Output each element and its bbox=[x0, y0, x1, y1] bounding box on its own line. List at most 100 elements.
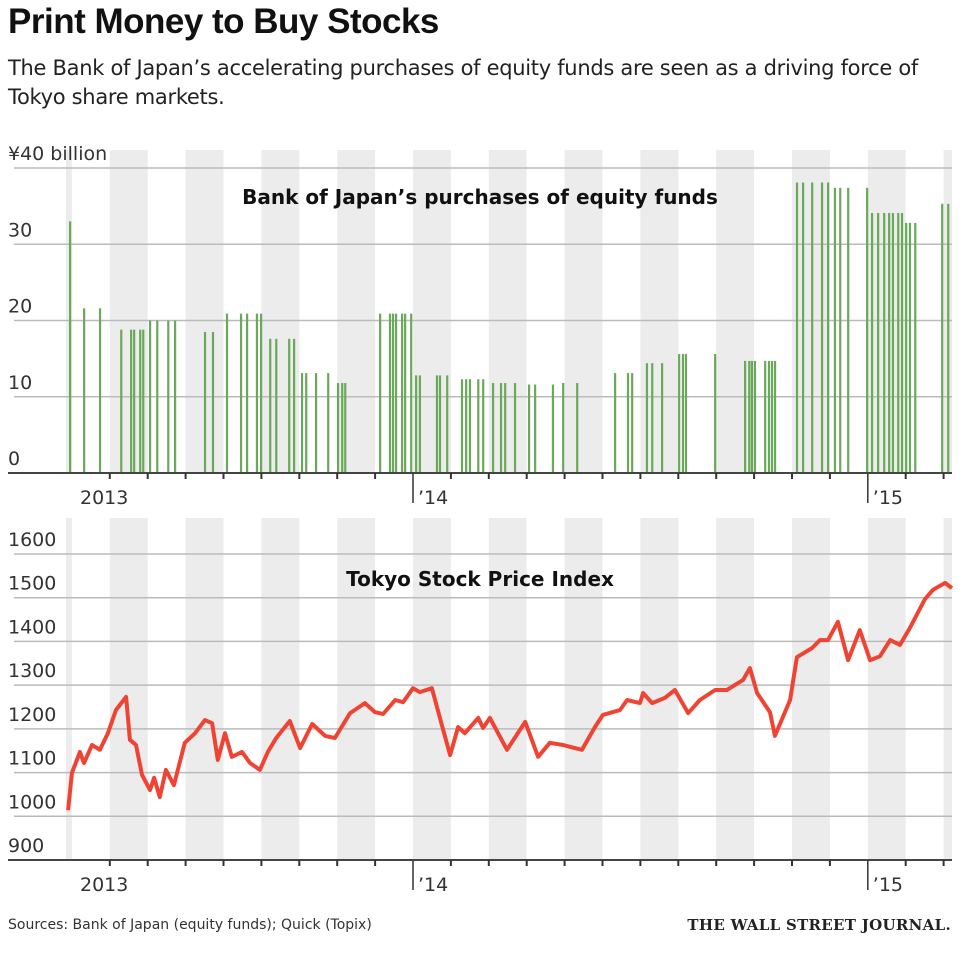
y-tick-label: 900 bbox=[8, 835, 44, 857]
y-tick-label: 1000 bbox=[8, 791, 56, 813]
purchase-bar bbox=[460, 379, 464, 473]
purchase-bar bbox=[614, 373, 617, 473]
month-band bbox=[640, 518, 679, 860]
purchase-bar bbox=[744, 360, 747, 473]
purchase-bar bbox=[133, 329, 136, 473]
purchase-bar bbox=[211, 331, 215, 473]
month-band bbox=[867, 518, 906, 860]
purchase-bar bbox=[905, 222, 908, 473]
purchase-bar bbox=[748, 360, 751, 473]
purchase-bar bbox=[435, 375, 439, 473]
purchase-bar bbox=[513, 383, 517, 473]
purchase-bar bbox=[292, 338, 296, 473]
purchase-bar bbox=[827, 182, 830, 474]
purchase-bar bbox=[336, 383, 340, 473]
purchase-bar bbox=[288, 338, 291, 473]
purchase-bar bbox=[255, 313, 259, 473]
topix-line bbox=[66, 580, 954, 811]
month-band bbox=[109, 150, 148, 473]
purchase-bar bbox=[142, 329, 145, 473]
y-tick-label: 1200 bbox=[8, 704, 56, 726]
equity-purchase-bars bbox=[69, 182, 950, 474]
purchase-bar bbox=[465, 379, 468, 473]
purchase-bar bbox=[314, 373, 318, 473]
purchase-bar bbox=[156, 320, 159, 473]
purchase-bar bbox=[753, 360, 757, 473]
purchase-bar bbox=[773, 360, 777, 473]
purchase-bar bbox=[661, 363, 664, 473]
purchase-bar bbox=[795, 182, 799, 474]
purchase-bar bbox=[341, 383, 344, 473]
purchase-bar bbox=[866, 187, 869, 473]
x-tick-label: ’14 bbox=[418, 874, 448, 896]
purchase-bar bbox=[883, 212, 886, 474]
purchase-bar bbox=[914, 222, 917, 473]
purchase-bar bbox=[562, 383, 565, 473]
purchase-bar bbox=[847, 187, 850, 473]
month-band bbox=[261, 518, 300, 860]
purchase-bar bbox=[631, 373, 634, 473]
month-band bbox=[66, 150, 72, 473]
purchase-bar bbox=[388, 313, 392, 473]
y-tick-label: 1100 bbox=[8, 748, 56, 770]
purchase-bar bbox=[139, 329, 142, 473]
purchase-bar bbox=[225, 313, 229, 473]
purchase-bar bbox=[908, 222, 912, 473]
month-band bbox=[792, 518, 830, 860]
purchase-bar bbox=[839, 187, 842, 473]
purchase-bar bbox=[269, 338, 272, 473]
purchase-bar bbox=[477, 379, 480, 473]
month-band bbox=[109, 518, 148, 860]
purchase-bar bbox=[891, 212, 895, 474]
month-band bbox=[66, 518, 72, 860]
purchase-bar bbox=[888, 212, 891, 474]
y-tick-label: 1300 bbox=[8, 660, 56, 682]
purchase-bar bbox=[468, 379, 472, 473]
purchase-bar bbox=[491, 383, 495, 473]
month-band bbox=[337, 150, 376, 473]
month-band bbox=[261, 150, 300, 473]
month-band bbox=[564, 518, 603, 860]
purchase-bar bbox=[811, 182, 814, 474]
purchase-bar bbox=[534, 384, 537, 473]
x-tick-label: ’14 bbox=[418, 487, 448, 509]
line-chart-title: Tokyo Stock Price Index bbox=[346, 567, 614, 591]
y-tick-label: 20 bbox=[8, 296, 32, 318]
purchase-bar bbox=[651, 363, 654, 473]
purchase-bar bbox=[947, 203, 950, 473]
purchase-bar bbox=[98, 308, 102, 473]
purchase-bar bbox=[714, 354, 717, 473]
purchase-bar bbox=[130, 329, 133, 473]
gridlines bbox=[14, 167, 952, 818]
purchase-bar bbox=[148, 320, 152, 473]
purchase-bar bbox=[438, 375, 442, 473]
purchase-bar bbox=[300, 373, 304, 473]
purchase-bar bbox=[173, 320, 177, 473]
purchase-bar bbox=[120, 329, 123, 473]
purchase-bar bbox=[327, 373, 330, 473]
y-tick-label: 0 bbox=[8, 448, 20, 470]
chart-title: Print Money to Buy Stocks bbox=[8, 2, 439, 41]
purchase-bar bbox=[167, 320, 170, 473]
month-band bbox=[488, 518, 527, 860]
purchase-bar bbox=[801, 182, 805, 474]
purchase-bar bbox=[401, 313, 404, 473]
y-tick-label: 10 bbox=[8, 372, 32, 394]
month-band bbox=[337, 518, 376, 860]
purchase-bar bbox=[764, 360, 767, 473]
purchase-bar bbox=[870, 212, 874, 474]
axes: 0 10 20 30 2013 ’14 ’15 900 1000 1100 1200 1300 1400… bbox=[8, 219, 952, 896]
month-band bbox=[943, 518, 952, 860]
month-band bbox=[488, 150, 527, 473]
purchase-bar bbox=[391, 313, 395, 473]
purchase-bar bbox=[900, 212, 904, 474]
purchase-bar bbox=[418, 375, 422, 473]
purchase-bar bbox=[394, 313, 398, 473]
chart-subtitle: The Bank of Japan’s accelerating purchas… bbox=[8, 56, 918, 109]
purchase-bar bbox=[482, 379, 485, 473]
x-tick-label: ’15 bbox=[873, 487, 903, 509]
purchase-bar bbox=[551, 384, 555, 473]
purchase-bar bbox=[344, 383, 347, 473]
purchase-bar bbox=[678, 354, 681, 473]
month-band bbox=[564, 150, 603, 473]
